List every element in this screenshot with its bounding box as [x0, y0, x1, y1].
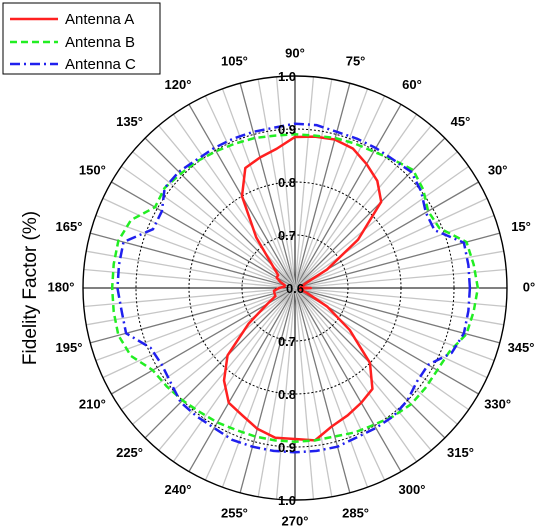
ring-gridline: [188, 181, 402, 395]
radial-tick-label: 0.7: [278, 228, 296, 243]
ring-gridline: [241, 234, 349, 342]
radial-tick-label: 0.9: [278, 122, 296, 137]
angle-tick-label: 165°: [56, 219, 83, 234]
spoke-gridline: [172, 287, 296, 463]
series-lines: [110, 122, 480, 454]
spoke-gridline: [294, 287, 500, 344]
angle-tick-label: 135°: [116, 114, 143, 129]
angle-tick-label: 0°: [523, 279, 535, 294]
radial-tick-label: 0.6: [286, 281, 304, 296]
angle-tick-label: 270°: [282, 513, 309, 526]
spoke-gridline: [294, 287, 333, 497]
legend: Antenna A Antenna B Antenna C: [2, 2, 161, 75]
legend-label-antenna-a: Antenna A: [65, 11, 134, 28]
angle-tick-label: 45°: [451, 114, 471, 129]
legend-label-antenna-b: Antenna B: [65, 34, 135, 51]
angle-tick-label: 345°: [508, 340, 535, 355]
spoke-gridline: [294, 287, 351, 493]
radial-tick-label: 1.0: [278, 493, 296, 508]
spoke-gridline: [294, 137, 446, 289]
angle-tick-label: 90°: [285, 45, 305, 60]
spoke-gridline: [239, 83, 296, 289]
spoke-gridline: [294, 197, 488, 289]
angle-tick-label: 255°: [221, 505, 248, 520]
spoke-gridline: [102, 197, 296, 289]
spoke-gridline: [294, 250, 504, 289]
series-line-antenna-b: [110, 133, 480, 443]
angle-tick-label: 60°: [402, 77, 422, 92]
spoke-gridline: [102, 287, 296, 379]
angle-tick-label: 285°: [342, 505, 369, 520]
angle-tick-label: 240°: [165, 482, 192, 497]
radial-tick-label: 0.8: [278, 387, 296, 402]
spoke-gridline: [294, 287, 504, 326]
spoke-gridline: [275, 287, 296, 500]
spoke-gridline: [132, 287, 296, 425]
angle-tick-label: 150°: [79, 162, 106, 177]
spoke-gridline: [294, 287, 402, 472]
legend-box: [2, 2, 161, 75]
spoke-gridline: [120, 287, 296, 411]
radial-tick-label: 0.8: [278, 175, 296, 190]
spoke-gridline: [221, 88, 296, 289]
angle-tick-labels: 0° 15° 30° 45° 60° 75° 90° 105° 120° 135° 150° 165°…: [48, 45, 536, 526]
angle-tick-label: 330°: [484, 396, 511, 411]
radial-tick-label: 0.7: [278, 334, 296, 349]
radial-tick-labels: 0.6 0.7 0.7 0.8 0.8 0.9 0.9 1.0 1.0: [278, 69, 304, 508]
legend-label-antenna-c: Antenna C: [65, 56, 136, 73]
outer-ring: [82, 75, 508, 501]
angle-tick-label: 300°: [399, 482, 426, 497]
angle-tick-label: 15°: [511, 219, 531, 234]
radial-gridlines: [82, 75, 508, 501]
spoke-gridline: [294, 268, 507, 289]
series-line-antenna-a: [222, 135, 383, 442]
y-axis-label: Fidelity Factor (%): [20, 211, 41, 365]
spoke-gridline: [86, 287, 296, 326]
angle-tick-label: 315°: [447, 445, 474, 460]
spoke-gridline: [95, 287, 296, 362]
spoke-gridline: [294, 83, 351, 289]
spoke-gridline: [294, 113, 418, 289]
angle-tick-label: 180°: [48, 279, 75, 294]
spoke-gridline: [239, 287, 296, 493]
angle-tick-label: 105°: [221, 53, 248, 68]
angle-tick-label: 195°: [56, 340, 83, 355]
angle-tick-label: 210°: [79, 396, 106, 411]
spoke-gridline: [294, 104, 402, 289]
spoke-gridline: [83, 268, 296, 289]
radial-tick-label: 1.0: [278, 69, 296, 84]
spoke-gridline: [294, 287, 488, 379]
spoke-gridline: [132, 151, 296, 289]
radial-tick-label: 0.9: [278, 440, 296, 455]
angle-tick-label: 120°: [165, 77, 192, 92]
spoke-gridline: [221, 287, 296, 488]
spoke-gridline: [172, 113, 296, 289]
angle-tick-label: 30°: [488, 162, 508, 177]
angle-tick-label: 75°: [346, 53, 366, 68]
series-line-antenna-c: [116, 122, 472, 454]
spoke-gridline: [294, 151, 458, 289]
angle-tick-label: 225°: [116, 445, 143, 460]
ring-gridline: [135, 128, 455, 448]
